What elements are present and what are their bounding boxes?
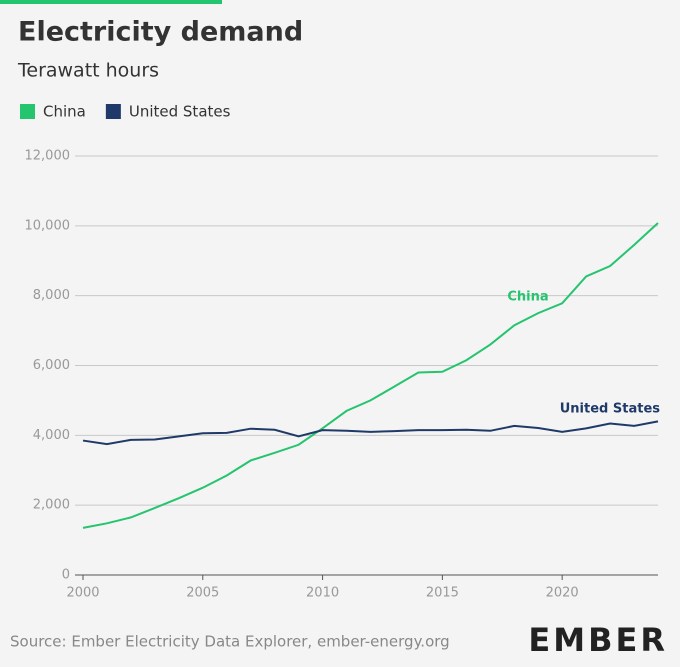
y-tick-label: 0 [62,568,70,583]
legend-label: United States [129,103,231,121]
line-label: United States [560,402,661,417]
x-tick-label: 2015 [426,586,459,601]
y-tick-label: 8,000 [33,288,70,303]
chart-title: Electricity demand [18,17,303,48]
x-tick-label: 2005 [186,586,219,601]
y-tick-label: 6,000 [33,358,70,373]
x-tick-label: 2010 [306,586,339,601]
source: Source: Ember Electricity Data Explorer,… [10,633,450,651]
legend-label: China [43,103,86,121]
x-tick-label: 2020 [546,586,579,601]
line [82,420,659,446]
x-tick-label: 2000 [66,586,99,601]
y-tick-label: 4,000 [33,428,70,443]
accent-bar [0,0,222,4]
chart-subtitle: Terawatt hours [17,60,159,82]
legend-swatch [20,104,35,119]
y-tick-label: 2,000 [33,498,70,513]
line-label: China [507,290,548,305]
logo: EMBER [528,621,668,659]
line [82,222,659,529]
legend-swatch [105,104,121,119]
y-tick-label: 12,000 [25,149,71,164]
y-tick-label: 10,000 [25,218,71,233]
